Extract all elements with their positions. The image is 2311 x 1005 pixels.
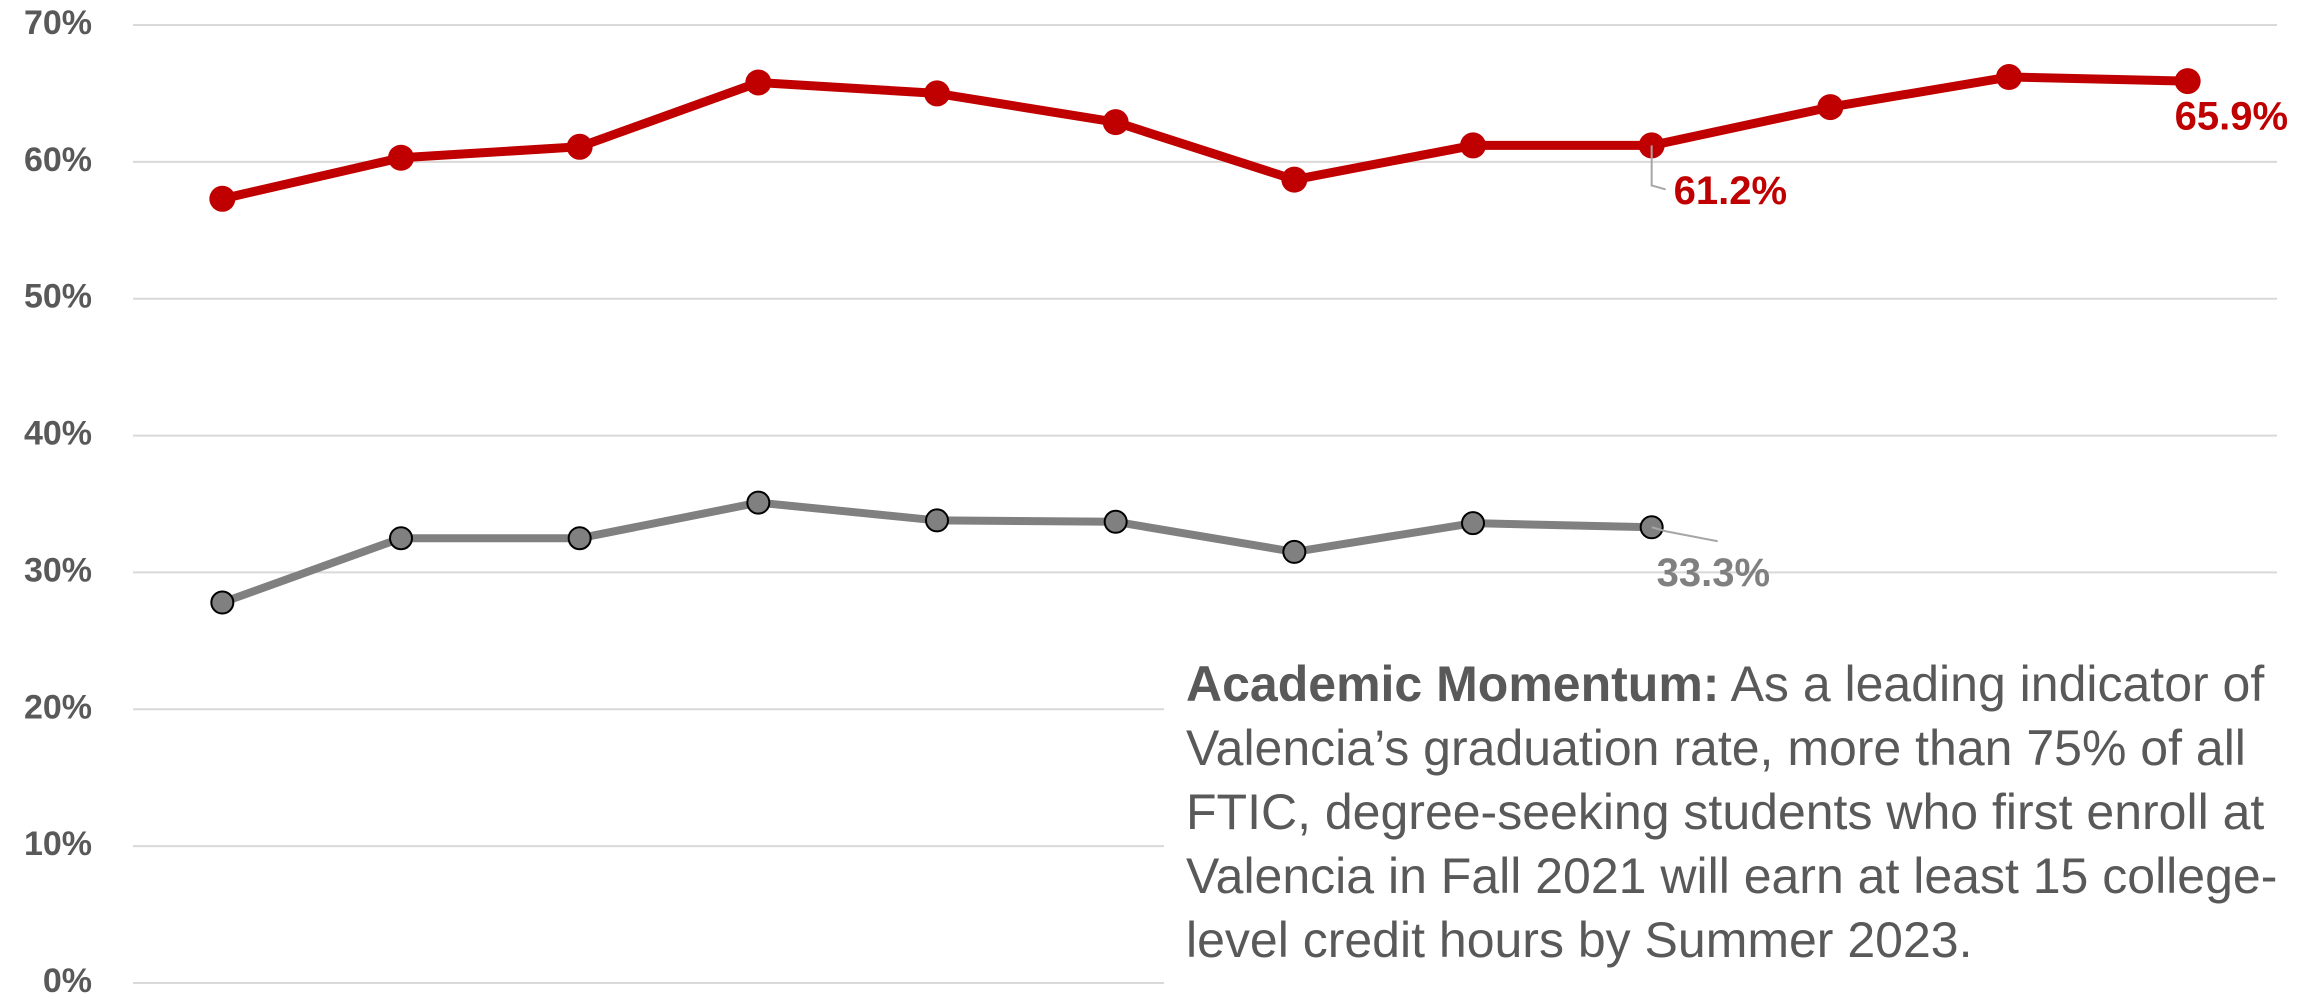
- data-point: [388, 144, 414, 171]
- annotation-line: level credit hours by Summer 2023.: [1186, 912, 1973, 968]
- data-point: [1817, 94, 1844, 121]
- data-point: [210, 590, 235, 615]
- annotation-line: Valencia’s graduation rate, more than 75…: [1186, 720, 2246, 776]
- data-point: [2174, 68, 2201, 95]
- data-label: 61.2%: [1674, 169, 1787, 213]
- y-tick-label: 0%: [43, 962, 92, 1000]
- data-point: [746, 490, 771, 515]
- label-leader: [1651, 526, 1718, 543]
- y-tick-label: 40%: [24, 415, 92, 453]
- series-line: [221, 72, 2188, 204]
- annotation-line: FTIC, degree-seeking students who first …: [1186, 784, 2265, 840]
- data-label: 33.3%: [1657, 551, 1770, 595]
- y-tick-label: 10%: [24, 825, 92, 863]
- data-point: [566, 133, 593, 160]
- data-point: [1460, 132, 1486, 159]
- data-label: 65.9%: [2175, 95, 2288, 139]
- annotation-text: Academic Momentum: As a leading indicato…: [1186, 652, 2311, 972]
- data-point: [1282, 539, 1307, 564]
- y-tick-label: 30%: [24, 551, 92, 589]
- data-point: [1996, 64, 2022, 91]
- data-point: [209, 185, 236, 212]
- annotation-line: Academic Momentum: As a leading indicato…: [1186, 652, 2311, 716]
- annotation: Academic Momentum: As a leading indicato…: [1164, 652, 2311, 1005]
- label-leader: [1650, 145, 1666, 191]
- y-tick-label: 70%: [24, 4, 92, 42]
- y-tick-label: 60%: [24, 141, 92, 179]
- annotation-line: Valencia in Fall 2021 will earn at least…: [1186, 848, 2278, 904]
- data-point: [1103, 509, 1128, 534]
- data-point: [389, 526, 413, 551]
- data-point: [1461, 511, 1485, 536]
- data-point: [924, 80, 950, 107]
- y-tick-label: 50%: [24, 278, 92, 316]
- data-point: [745, 69, 772, 96]
- annotation-title: Academic Momentum:: [1186, 656, 1720, 712]
- data-point: [1281, 166, 1308, 193]
- annotation-line-text: As a leading indicator of: [1730, 656, 2265, 712]
- data-point: [567, 526, 592, 551]
- data-point: [1102, 109, 1129, 136]
- data-point: [925, 508, 949, 533]
- y-tick-label: 20%: [24, 688, 92, 726]
